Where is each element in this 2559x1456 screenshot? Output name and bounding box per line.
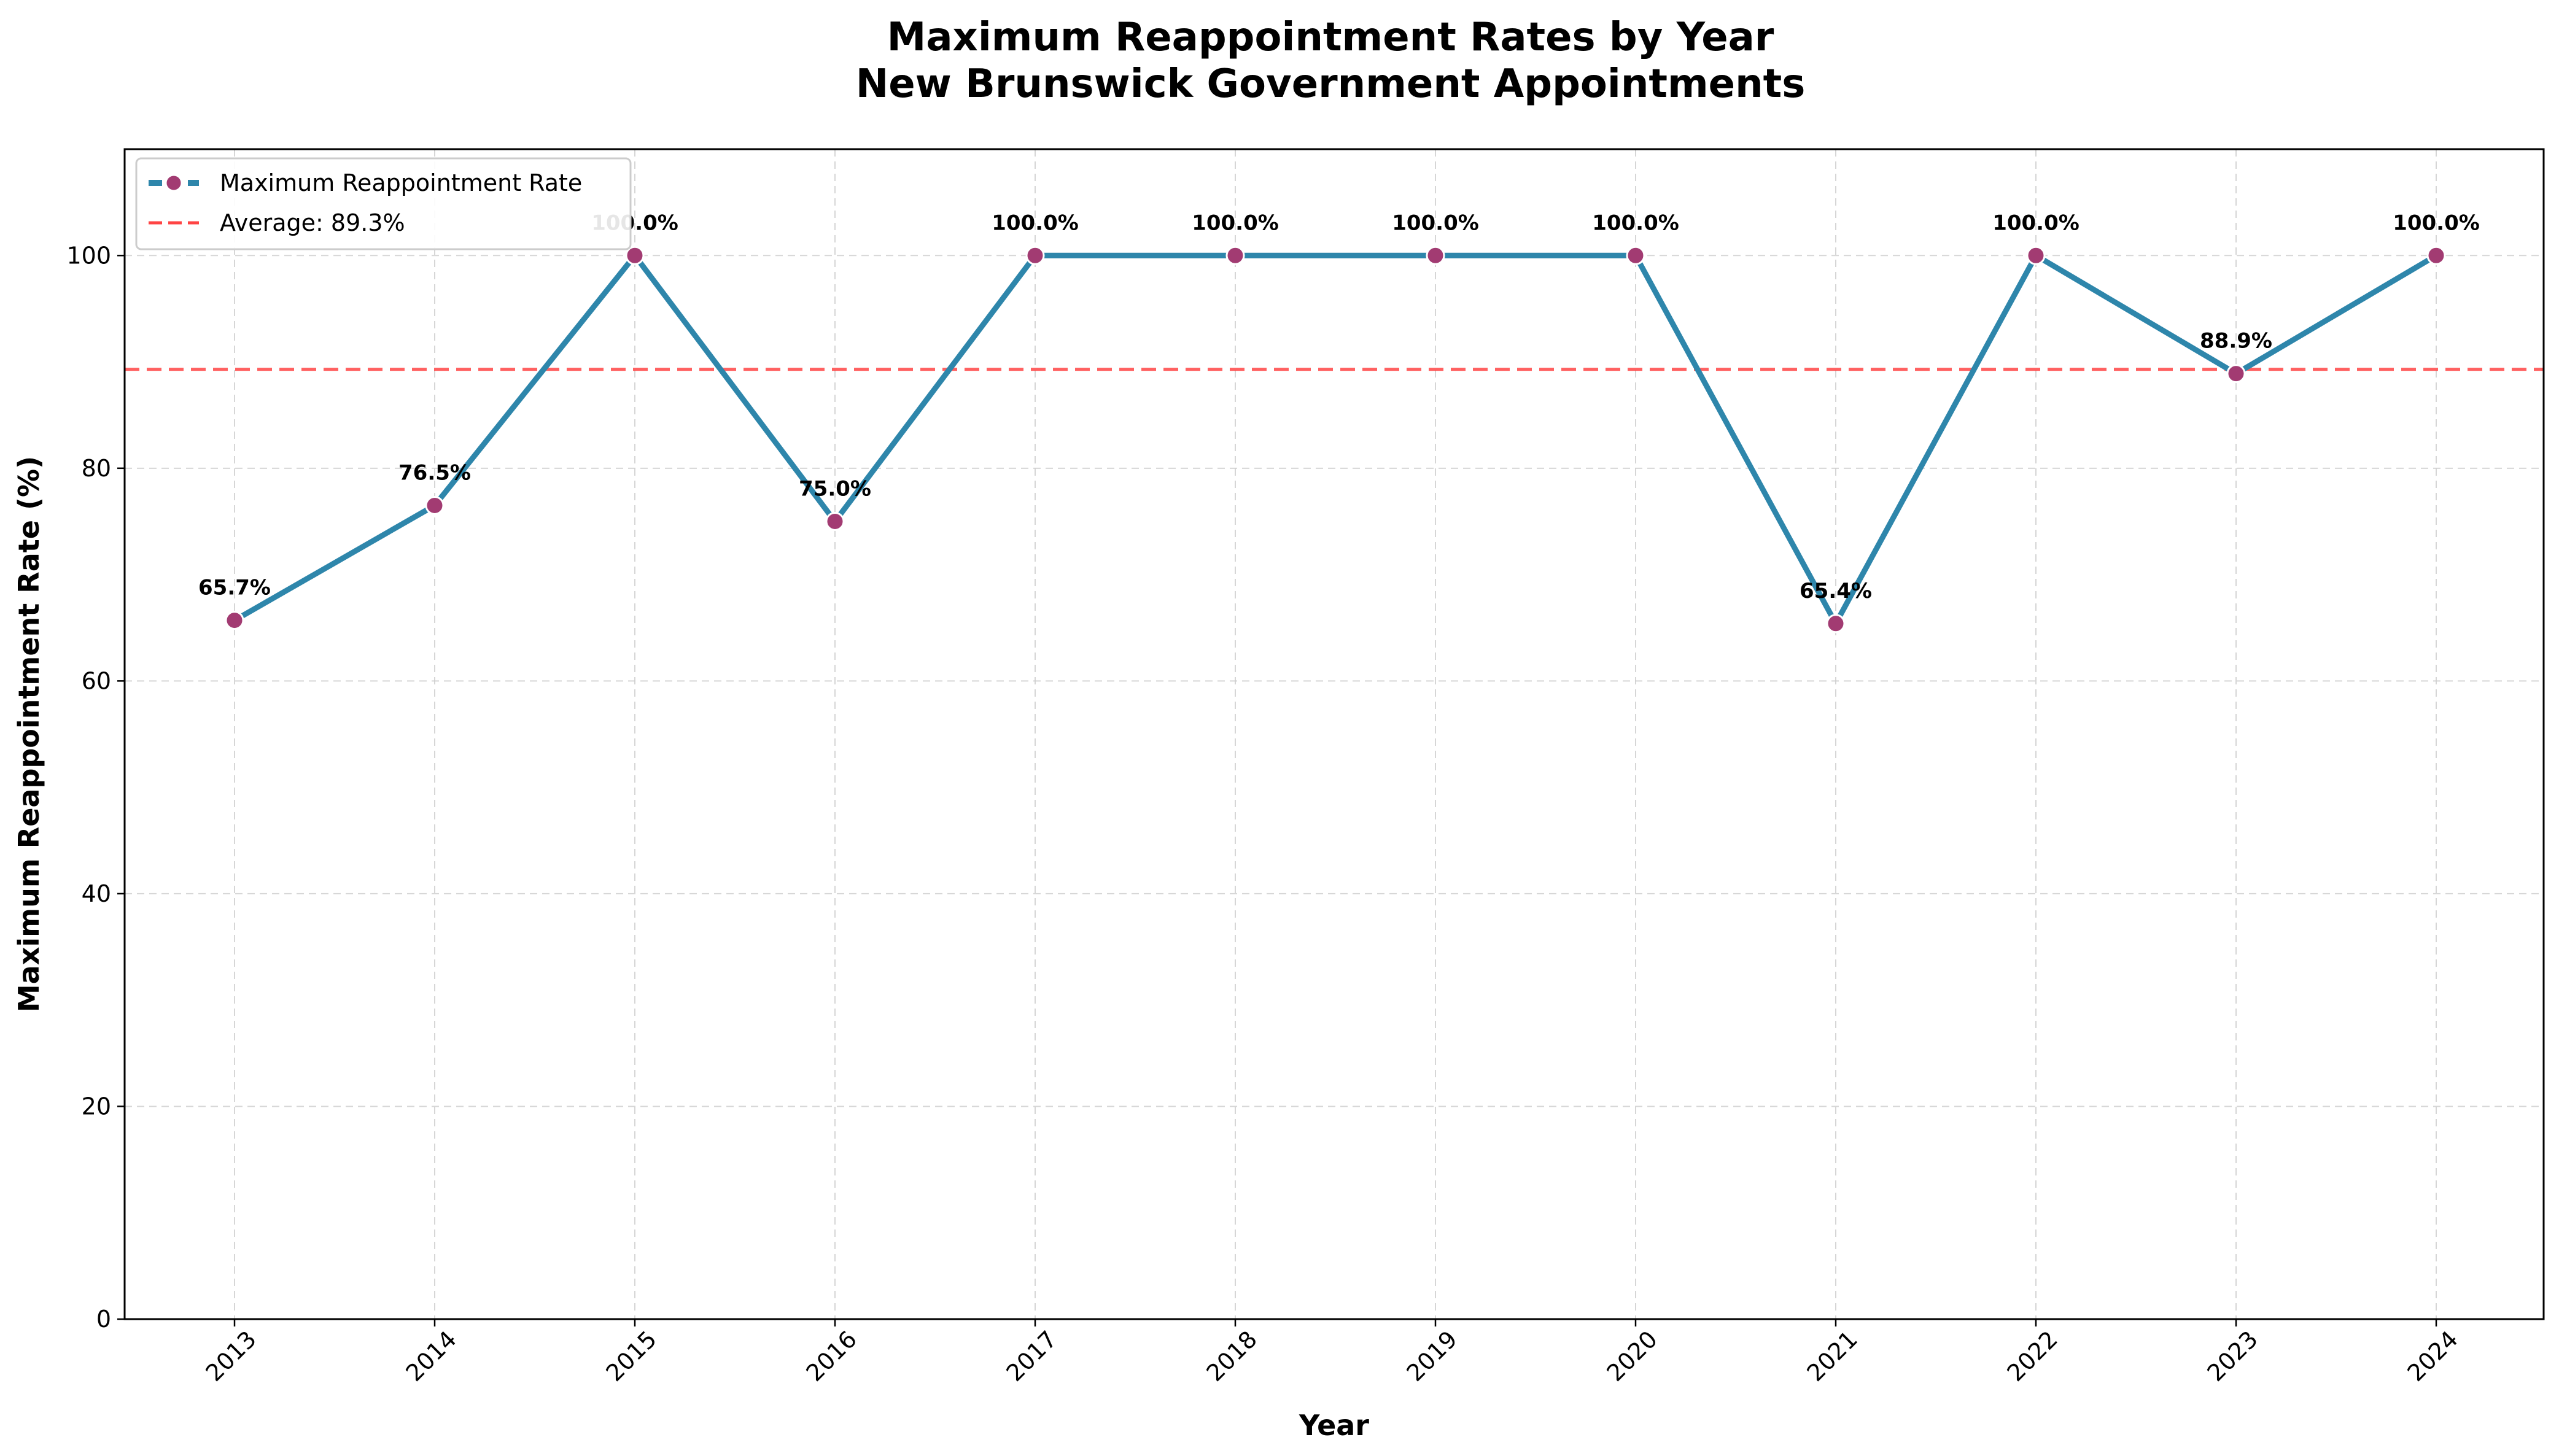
data-label: 100.0% <box>992 211 1079 235</box>
legend: Maximum Reappointment Rate Average: 89.3… <box>135 157 632 250</box>
legend-series-marker <box>165 174 183 192</box>
x-tick-label: 2023 <box>2202 1325 2263 1387</box>
x-tick-label: 2013 <box>200 1325 262 1387</box>
data-label: 100.0% <box>2393 211 2480 235</box>
legend-box <box>135 157 632 250</box>
data-point <box>2026 246 2046 265</box>
plot-frame <box>123 148 2545 1320</box>
data-point <box>1025 246 1045 265</box>
data-point <box>225 611 244 630</box>
data-label: 100.0% <box>1392 211 1479 235</box>
data-label: 75.0% <box>799 476 871 501</box>
chart-title-line2: New Brunswick Government Appointments <box>856 61 1806 107</box>
y-axis-label: Maximum Reappointment Rate (%) <box>12 456 45 1012</box>
data-point <box>1626 246 1645 265</box>
x-tick-label: 2022 <box>2002 1325 2063 1387</box>
data-label: 65.7% <box>198 576 271 600</box>
data-labels: 65.7% 76.5% 100.0% 75.0% 100.0% 100.0% 100.0% 1… <box>198 211 2480 603</box>
data-label: 100.0% <box>1592 211 1679 235</box>
data-point <box>825 511 845 531</box>
data-point <box>425 495 445 515</box>
data-label: 100.0% <box>1992 211 2079 235</box>
y-axis-ticks: 0 20 40 60 80 100 <box>66 242 125 1333</box>
data-point <box>1426 246 1445 265</box>
x-tick-label: 2015 <box>600 1325 662 1387</box>
data-point <box>625 246 645 265</box>
y-tick-label: 20 <box>82 1093 111 1120</box>
x-tick-label: 2019 <box>1401 1325 1462 1387</box>
x-tick-label: 2018 <box>1201 1325 1262 1387</box>
x-axis-label: Year <box>1299 1409 1369 1442</box>
x-tick-label: 2017 <box>1001 1325 1062 1387</box>
y-tick-label: 60 <box>82 667 111 694</box>
x-tick-label: 2016 <box>801 1325 862 1387</box>
data-label: 65.4% <box>1800 579 1872 603</box>
data-point <box>2426 246 2446 265</box>
data-point <box>1826 614 1846 633</box>
series-layer <box>225 246 2446 633</box>
grid <box>125 149 2544 1320</box>
x-tick-label: 2021 <box>1801 1325 1863 1387</box>
legend-series-label: Maximum Reappointment Rate <box>220 169 582 196</box>
x-axis-ticks: 2013 2014 2015 2016 2017 2018 2019 2020 2021 2022… <box>200 1319 2463 1387</box>
y-tick-label: 100 <box>66 242 111 269</box>
chart-title-line1: Maximum Reappointment Rates by Year <box>887 15 1774 60</box>
x-tick-label: 2024 <box>2402 1325 2463 1387</box>
data-point <box>2226 364 2246 384</box>
series-line <box>233 250 2438 630</box>
data-label: 76.5% <box>398 460 471 485</box>
data-label: 88.9% <box>2200 329 2272 354</box>
x-tick-label: 2020 <box>1601 1325 1663 1387</box>
y-tick-label: 0 <box>96 1306 111 1333</box>
y-tick-label: 80 <box>82 455 111 482</box>
data-point <box>1225 246 1245 265</box>
x-tick-label: 2014 <box>400 1325 462 1387</box>
legend-average-label: Average: 89.3% <box>220 209 405 236</box>
y-tick-label: 40 <box>82 880 111 907</box>
data-label: 100.0% <box>1192 211 1279 235</box>
